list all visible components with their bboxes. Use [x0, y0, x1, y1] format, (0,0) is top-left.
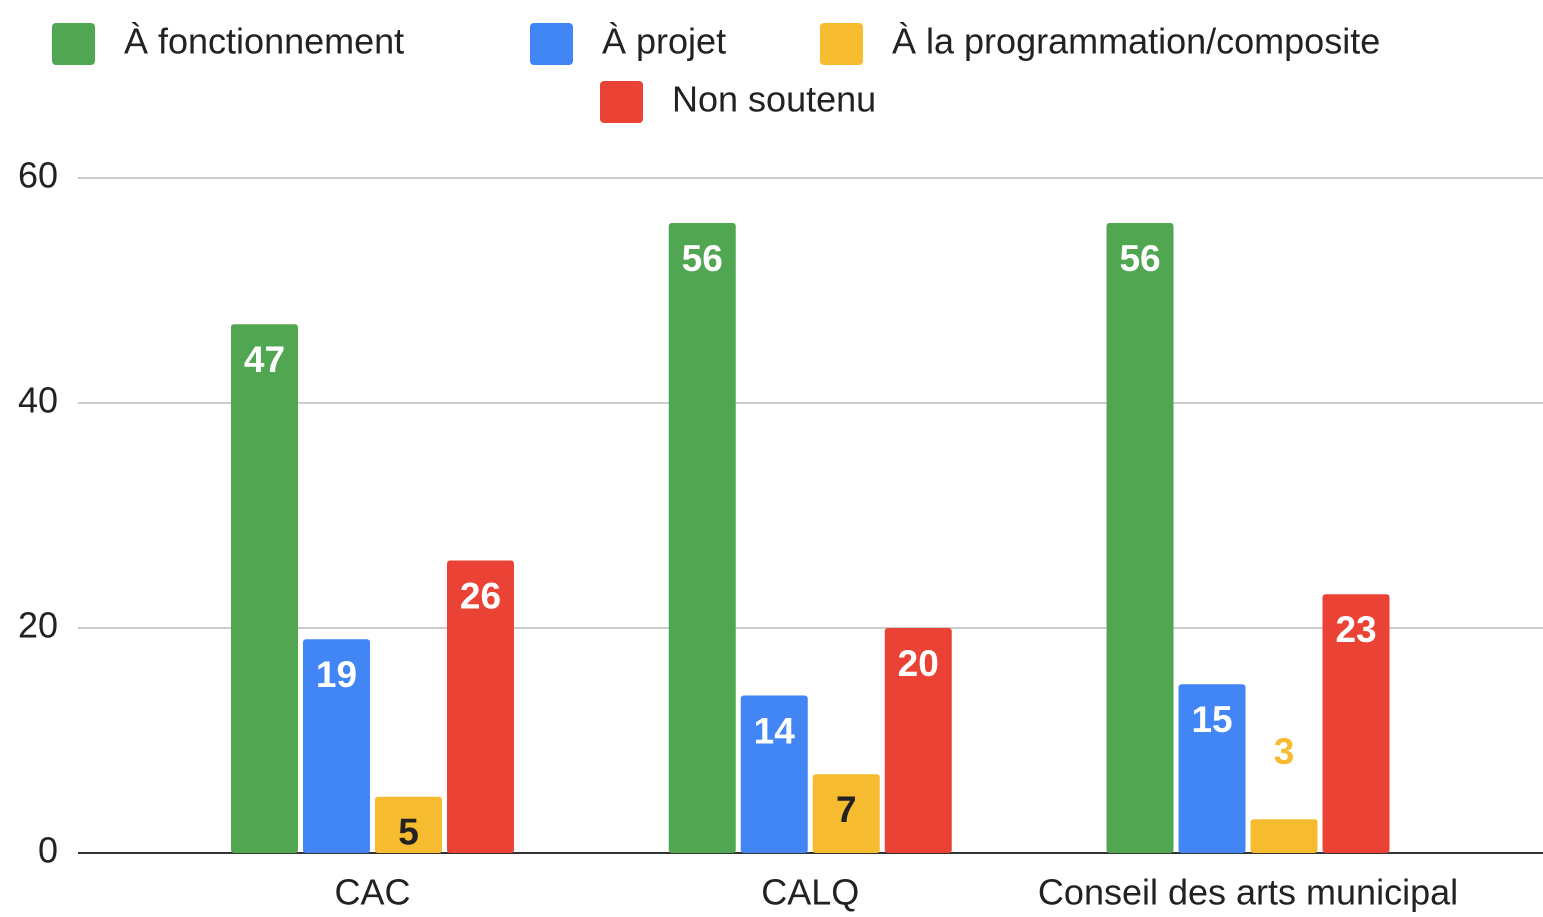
data-label: 56	[682, 238, 723, 279]
legend-label: À la programmation/composite	[892, 21, 1380, 62]
data-label: 15	[1191, 699, 1232, 740]
y-tick-label: 60	[18, 155, 58, 196]
data-label: 3	[1274, 731, 1295, 772]
bar	[668, 223, 736, 853]
y-tick-label: 20	[18, 605, 58, 646]
bar	[446, 560, 514, 853]
data-label: 20	[898, 643, 939, 684]
legend-swatch	[52, 23, 95, 65]
bar	[302, 639, 370, 853]
data-label: 47	[244, 339, 285, 380]
legend-label: À fonctionnement	[124, 21, 404, 62]
bar	[740, 695, 808, 853]
bar	[812, 774, 880, 853]
legend-label: Non soutenu	[672, 79, 876, 120]
bar	[230, 324, 298, 853]
legend-swatch	[530, 23, 573, 65]
data-label: 14	[754, 710, 796, 751]
bar	[374, 796, 442, 853]
bar	[884, 628, 952, 853]
data-label: 56	[1119, 238, 1160, 279]
data-label: 7	[836, 789, 857, 830]
bar	[1322, 594, 1390, 853]
y-tick-label: 0	[38, 830, 58, 871]
data-label: 5	[398, 812, 419, 853]
data-label: 19	[316, 654, 357, 695]
legend-label: À projet	[602, 21, 726, 62]
x-tick-label: Conseil des arts municipal	[1038, 872, 1458, 913]
x-tick-label: CALQ	[761, 872, 859, 913]
legend-swatch	[600, 81, 643, 123]
bar	[1106, 223, 1174, 853]
legend-swatch	[820, 23, 863, 65]
data-label: 23	[1335, 609, 1376, 650]
y-tick-label: 40	[18, 380, 58, 421]
data-label: 26	[460, 575, 501, 616]
x-tick-label: CAC	[334, 872, 410, 913]
bar	[1178, 684, 1246, 853]
bar	[1250, 819, 1318, 853]
